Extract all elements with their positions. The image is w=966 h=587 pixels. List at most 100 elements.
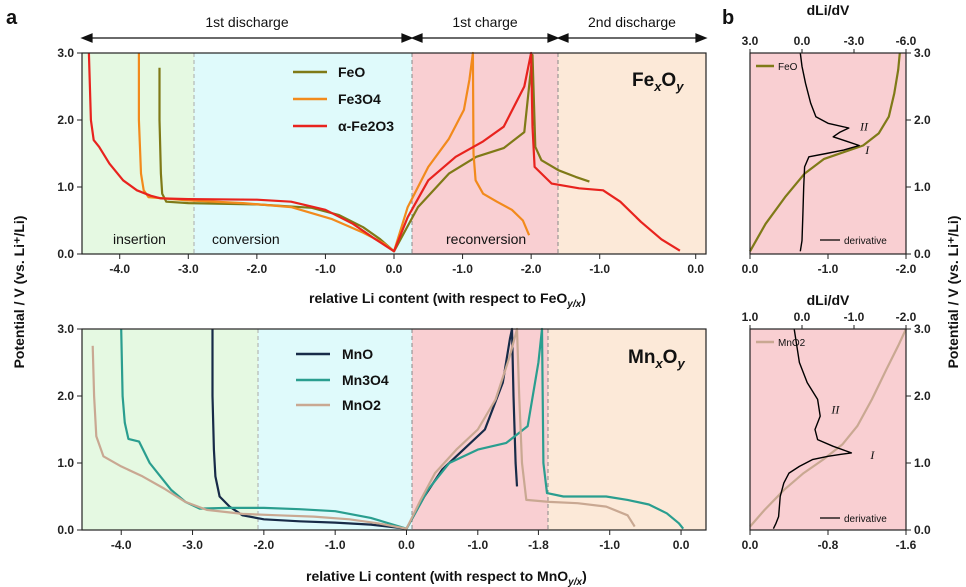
series-line-MnO — [211, 327, 519, 530]
y-tick-label: 1.0 — [914, 180, 931, 194]
x-tick-label-top: 1.0 — [742, 310, 759, 324]
x-tick-label: -1.0 — [467, 538, 488, 552]
compound-label: FexOy — [632, 70, 684, 94]
y-tick-label: 3.0 — [914, 46, 931, 60]
x-tick-label: 0.0 — [742, 262, 759, 276]
bottom-curves — [91, 327, 685, 530]
bottom-ticks: -4.0 -3.0 -2.0 -1.0 0.0 -1.0 -1.8 -1.0 0.0 0.0 1.0… — [57, 322, 689, 552]
x-tick-label: -1.6 — [896, 538, 917, 552]
legend-item: MnO — [342, 346, 373, 362]
x-tick-label-top: -6.0 — [896, 34, 917, 48]
legend-item: Fe3O4 — [338, 91, 381, 107]
y-axis-label-right: Potential / V (vs. Li⁺/Li) — [945, 216, 961, 369]
y-tick-label: 3.0 — [914, 322, 931, 336]
plot-frame — [81, 328, 707, 531]
top-axis-label: dLi/dV — [807, 292, 850, 308]
x-tick-label-top: -2.0 — [896, 310, 917, 324]
y-tick-label: 1.0 — [57, 456, 74, 470]
legend-top: FeO Fe3O4 α-Fe2O3 — [293, 64, 394, 134]
y-tick-label: 1.0 — [914, 456, 931, 470]
chart-top: insertion conversion reconversion FeO Fe… — [57, 14, 708, 310]
chart-bottom: MnO Mn3O4 MnO2 MnxOy -4.0 -3.0 -2.0 -1.0 0.0… — [57, 322, 707, 587]
x-tick-label: -3.0 — [178, 262, 199, 276]
panel-a-label: a — [6, 7, 18, 29]
region-insertion: insertion — [113, 231, 166, 247]
phase-annotations — [80, 33, 708, 43]
phase-label-bg — [197, 14, 297, 30]
x-tick-label: -1.0 — [315, 262, 336, 276]
y-tick-label: 2.0 — [57, 113, 74, 127]
phase-label-discharge1: 1st discharge — [205, 14, 288, 30]
series-line-FeO — [158, 53, 590, 253]
discharge2-region — [558, 53, 706, 254]
b-bottom-ticks: 0.0 -0.8 -1.6 1.0 0.0 -1.0 -2.0 0.0 1.0 2.0 3.0 — [742, 310, 931, 552]
chart-b-bottom: III dLi/dV MnO2 derivative 0.0 -0.8 -1.61.… — [742, 292, 931, 552]
b-top-ticks: 0.0 -1.0 -2.0 3.0 0.0 -3.0 -6.0 0.0 1.0 2.0 3.0 — [742, 34, 931, 276]
legend-item: α-Fe2O3 — [338, 118, 394, 134]
series-line-MnO2 — [749, 328, 907, 528]
panel-b-label: b — [722, 7, 734, 29]
conversion-region — [258, 329, 412, 530]
b-bottom-curves: III — [749, 328, 907, 530]
region-conversion: conversion — [212, 231, 280, 247]
legend-item: derivative — [844, 236, 887, 247]
x-tick-label: -1.0 — [452, 262, 473, 276]
legend-item: Mn3O4 — [342, 372, 389, 388]
peak-annotation: I — [869, 448, 875, 462]
y-tick-label: 2.0 — [914, 113, 931, 127]
y-axis-label-left: Potential / V (vs. Li⁺/Li) — [11, 216, 27, 369]
x-tick-label: -1.8 — [528, 538, 549, 552]
phase-label-discharge2: 2nd discharge — [588, 14, 676, 30]
charge-region — [750, 329, 906, 530]
x-axis-label-top: relative Li content (with respect to FeO… — [309, 290, 586, 310]
y-tick-label: 3.0 — [57, 322, 74, 336]
x-tick-label-top: 0.0 — [794, 34, 811, 48]
phase-label-charge1: 1st charge — [452, 14, 518, 30]
x-tick-label: -2.0 — [896, 262, 917, 276]
x-tick-label-top: 3.0 — [742, 34, 759, 48]
legend-item: FeO — [338, 64, 365, 80]
y-tick-label: 0.0 — [914, 523, 931, 537]
legend-item: MnO2 — [778, 338, 806, 349]
b-top-curves: III — [749, 52, 901, 252]
series-line-derivative — [772, 328, 853, 530]
x-tick-label: -2.0 — [254, 538, 275, 552]
x-tick-label: -1.0 — [589, 262, 610, 276]
x-tick-label: 0.0 — [386, 262, 403, 276]
x-tick-label: 0.0 — [687, 262, 704, 276]
y-tick-label: 3.0 — [57, 46, 74, 60]
insertion-region — [82, 329, 258, 530]
x-tick-label: -4.0 — [111, 538, 132, 552]
legend-item: derivative — [844, 514, 887, 525]
x-tick-label: -2.0 — [521, 262, 542, 276]
x-tick-label: 0.0 — [742, 538, 759, 552]
series-line-derivative — [799, 52, 860, 252]
y-tick-label: 0.0 — [57, 523, 74, 537]
region-reconversion: reconversion — [446, 231, 526, 247]
series-line-MnO2 — [91, 327, 636, 530]
x-tick-label-top: -3.0 — [844, 34, 865, 48]
x-tick-label: 0.0 — [398, 538, 415, 552]
x-tick-label: -2.0 — [247, 262, 268, 276]
y-tick-label: 2.0 — [914, 389, 931, 403]
peak-annotation: II — [859, 120, 869, 134]
x-tick-label: -3.0 — [182, 538, 203, 552]
x-tick-label-top: -1.0 — [844, 310, 865, 324]
x-tick-label: -0.8 — [818, 538, 839, 552]
legend-b-bottom: MnO2 derivative — [756, 338, 887, 525]
peak-annotation: I — [864, 143, 870, 157]
conversion-region — [194, 53, 412, 254]
y-tick-label: 2.0 — [57, 389, 74, 403]
top-curves — [87, 51, 681, 253]
chart-b-top: III dLi/dV FeO derivative 0.0 -1.0 -2.03.0… — [742, 2, 931, 276]
series-line-FeO — [749, 52, 901, 252]
series-line-aFe2O3 — [87, 51, 681, 253]
peak-annotation: II — [830, 402, 840, 416]
x-tick-label-top: 0.0 — [794, 310, 811, 324]
series-line-Fe3O4 — [137, 51, 531, 253]
y-tick-label: 0.0 — [914, 247, 931, 261]
top-axis-label: dLi/dV — [807, 2, 850, 18]
legend-item: FeO — [778, 62, 798, 73]
y-tick-label: 0.0 — [57, 247, 74, 261]
